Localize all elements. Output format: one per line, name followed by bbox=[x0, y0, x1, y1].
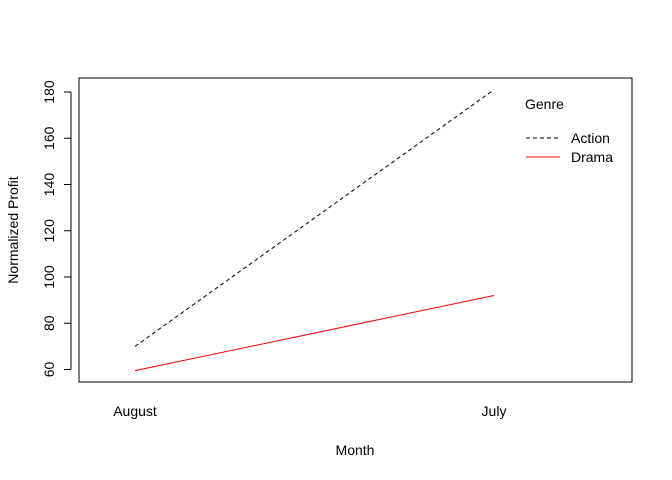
y-tick-label: 60 bbox=[41, 362, 57, 378]
x-axis: August July bbox=[113, 403, 506, 419]
series-layer bbox=[134, 89, 495, 372]
legend-label-drama: Drama bbox=[571, 149, 613, 165]
x-tick-label: August bbox=[113, 403, 157, 419]
y-tick-label: 100 bbox=[41, 265, 57, 289]
x-axis-title: Month bbox=[336, 442, 375, 458]
legend: Genre Action Drama bbox=[525, 96, 613, 165]
series-line-action bbox=[134, 89, 495, 347]
y-tick-label: 80 bbox=[41, 315, 57, 331]
y-axis-title: Normalized Profit bbox=[5, 176, 21, 283]
y-tick-label: 140 bbox=[41, 173, 57, 197]
y-tick-label: 120 bbox=[41, 219, 57, 243]
y-tick-label: 180 bbox=[41, 80, 57, 104]
y-tick-label: 160 bbox=[41, 126, 57, 150]
series-line-drama bbox=[134, 295, 495, 372]
legend-title: Genre bbox=[525, 96, 564, 112]
legend-label-action: Action bbox=[571, 130, 610, 146]
y-axis: 60 80 100 120 140 160 180 bbox=[41, 80, 72, 378]
x-tick-label: July bbox=[482, 403, 507, 419]
plot-frame bbox=[78, 77, 633, 383]
